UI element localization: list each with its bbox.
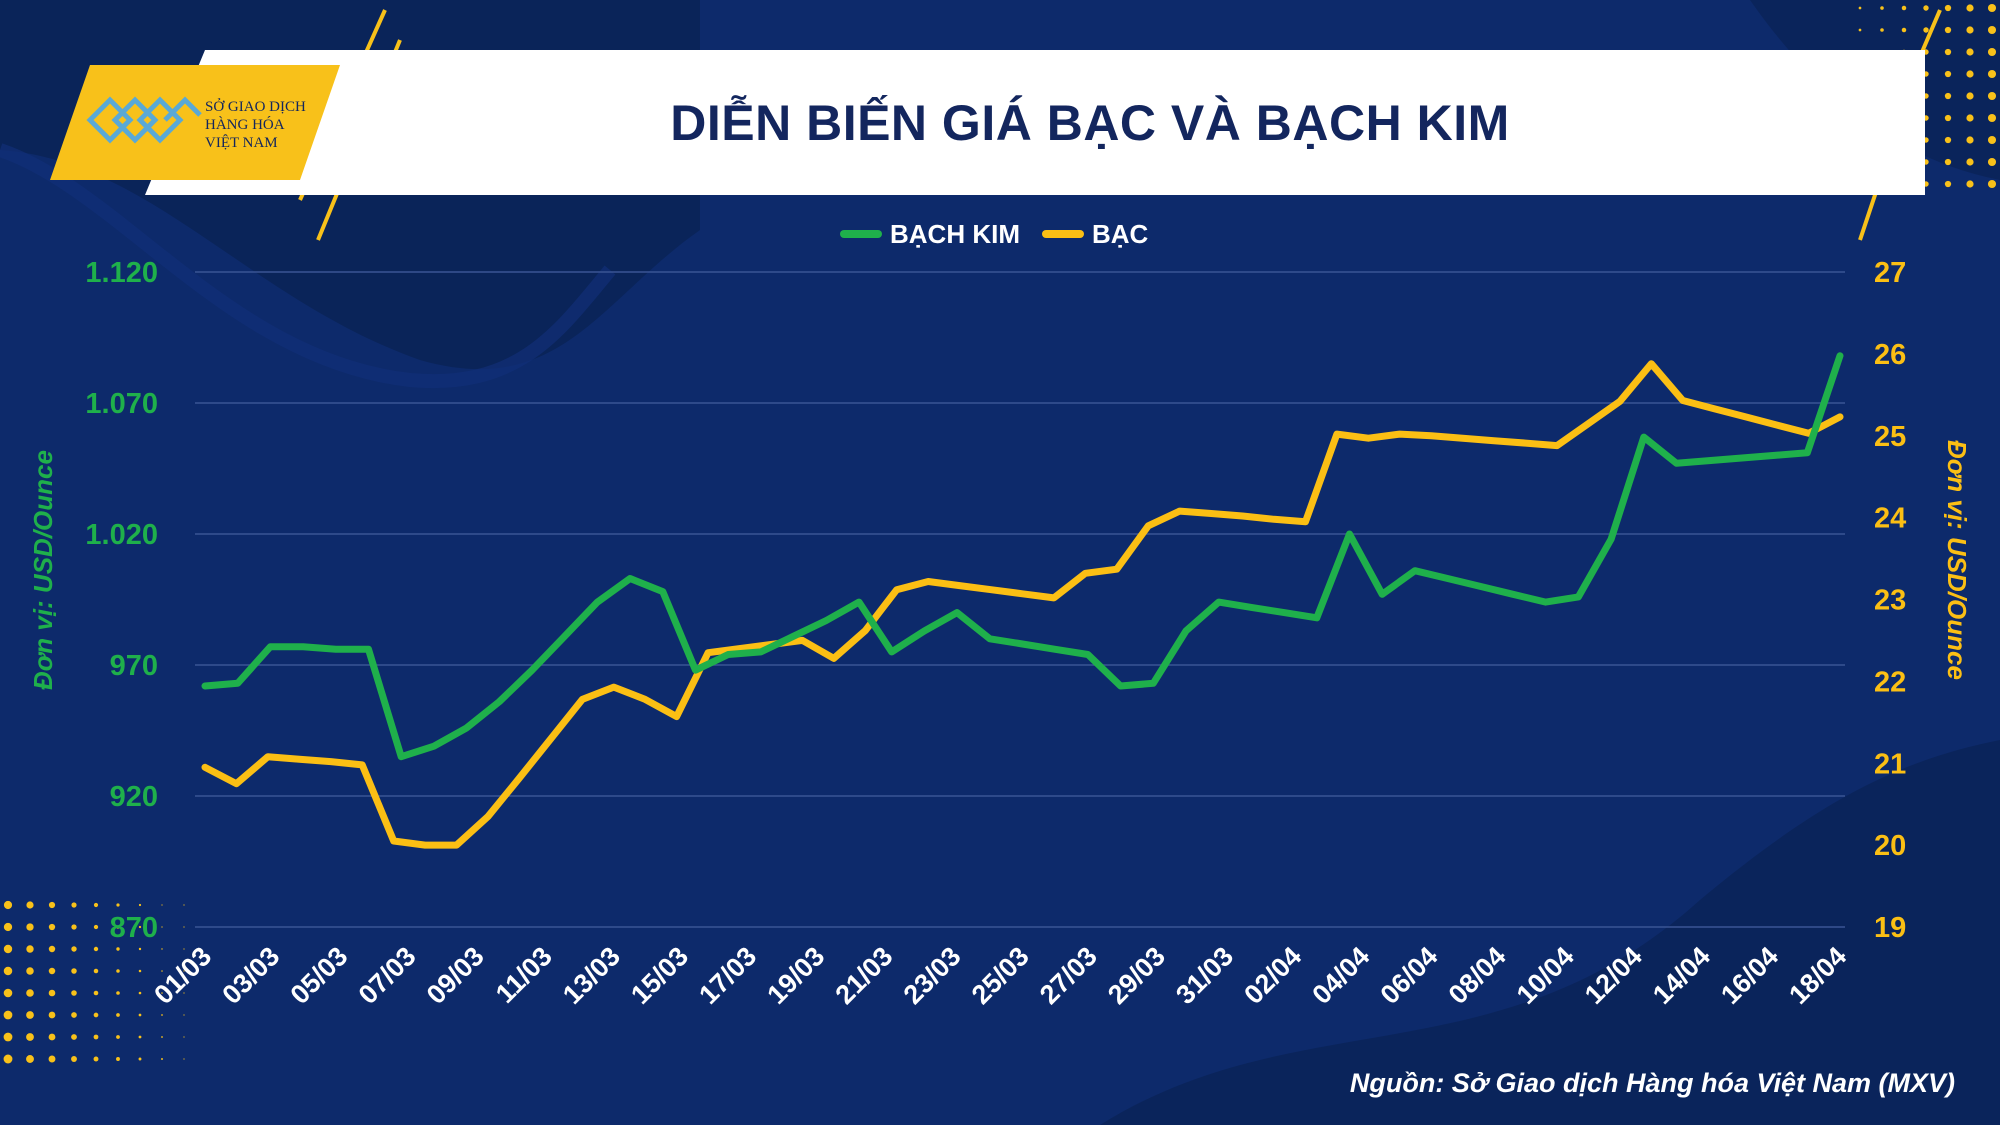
mxv-logo-icon	[86, 96, 202, 144]
y-right-tick-label: 21	[1874, 748, 1906, 780]
y-left-tick-label: 1.020	[85, 519, 158, 551]
logo-text: SỞ GIAO DỊCH HÀNG HÓA VIỆT NAM	[205, 98, 345, 152]
x-tick-label: 18/04	[1783, 941, 1852, 1010]
x-tick-label: 15/03	[625, 941, 694, 1010]
y-right-tick-label: 23	[1874, 585, 1906, 617]
x-tick-label: 19/03	[761, 941, 830, 1010]
x-tick-label: 09/03	[421, 941, 490, 1010]
y-left-tick-label: 1.070	[85, 388, 158, 420]
x-tick-label: 27/03	[1034, 941, 1103, 1010]
x-tick-label: 17/03	[693, 941, 762, 1010]
y-right-tick-label: 22	[1874, 666, 1906, 698]
legend-label-silver: BẠC	[1092, 218, 1149, 249]
x-tick-label: 08/04	[1443, 941, 1512, 1010]
x-tick-label: 10/04	[1511, 941, 1580, 1010]
x-tick-label: 02/04	[1238, 941, 1307, 1010]
x-tick-label: 05/03	[284, 941, 353, 1010]
x-tick-label: 31/03	[1170, 941, 1239, 1010]
legend-item-silver: BẠC	[1042, 219, 1148, 250]
y-left-tick-label: 970	[110, 650, 158, 682]
legend-swatch-silver	[1042, 230, 1084, 238]
legend-item-platinum: BẠCH KIM	[840, 219, 1020, 250]
y-right-tick-label: 26	[1874, 339, 1906, 371]
y-right-tick-label: 19	[1874, 912, 1906, 944]
chart-title: DIỄN BIẾN GIÁ BẠC VÀ BẠCH KIM	[670, 94, 1510, 151]
legend-label-platinum: BẠCH KIM	[890, 218, 1020, 249]
y-left-tick-label: 870	[110, 912, 158, 944]
x-tick-label: 01/03	[148, 941, 217, 1010]
x-tick-label: 29/03	[1102, 941, 1171, 1010]
x-tick-label: 06/04	[1374, 941, 1443, 1010]
x-tick-label: 03/03	[216, 941, 285, 1010]
y-left-tick-label: 920	[110, 781, 158, 813]
x-tick-label: 04/04	[1306, 941, 1375, 1010]
dot-pattern-left	[3, 900, 185, 1064]
chart-legend: BẠCH KIM BẠC	[840, 214, 1170, 254]
logo-line-1: SỞ GIAO DỊCH	[205, 99, 306, 115]
y-right-tick-label: 27	[1874, 257, 1906, 289]
y-left-axis-title: Đơn vị: USD/Ounce	[28, 450, 58, 690]
y-right-tick-label: 25	[1874, 421, 1906, 453]
x-tick-label: 25/03	[966, 941, 1035, 1010]
x-tick-label: 16/04	[1715, 941, 1784, 1010]
y-right-tick-label: 20	[1874, 830, 1906, 862]
x-tick-label: 12/04	[1579, 941, 1648, 1010]
title-banner	[145, 50, 1925, 195]
source-note: Nguồn: Sở Giao dịch Hàng hóa Việt Nam (M…	[1349, 1068, 1955, 1098]
logo-line-2: HÀNG HÓA	[205, 117, 285, 133]
y-left-tick-label: 1.120	[85, 257, 158, 289]
x-tick-label: 11/03	[490, 941, 558, 1009]
series-line-silver	[201, 360, 1844, 849]
logo-badge	[50, 65, 340, 180]
logo-line-3: VIỆT NAM	[205, 135, 278, 151]
x-tick-label: 23/03	[898, 941, 967, 1010]
x-tick-label: 14/04	[1647, 941, 1716, 1010]
legend-swatch-platinum	[840, 230, 882, 238]
x-tick-label: 13/03	[557, 941, 626, 1010]
y-right-axis-title: Đơn vị: USD/Ounce	[1942, 440, 1972, 680]
series-line-platinum	[201, 352, 1844, 761]
y-right-tick-label: 24	[1874, 503, 1906, 535]
x-tick-label: 07/03	[353, 941, 422, 1010]
x-tick-label: 21/03	[829, 941, 898, 1010]
